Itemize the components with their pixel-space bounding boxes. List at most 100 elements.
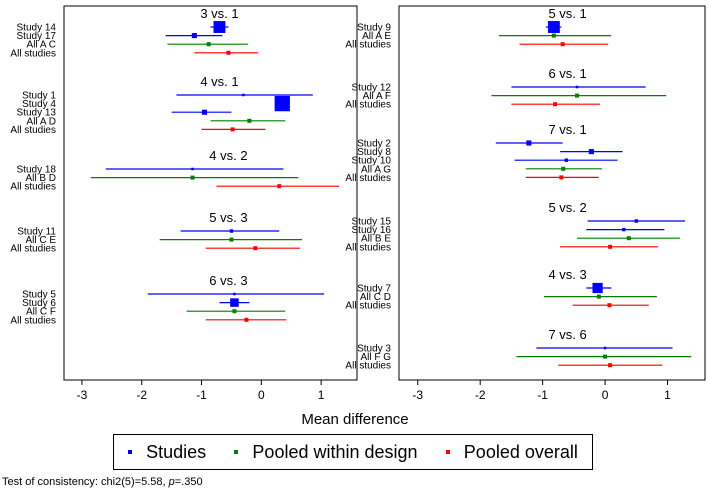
row-label: Study 10 (352, 156, 392, 167)
x-tick-label: -1 (537, 388, 548, 402)
consistency-footnote: Test of consistency: chi2(5)=5.58, p=.35… (2, 476, 203, 488)
overall-estimate-marker (253, 246, 258, 251)
design-estimate-marker (561, 166, 566, 171)
study-estimate-marker (274, 95, 290, 112)
legend-overall: Pooled overall (445, 441, 578, 463)
row-label: All studies (10, 182, 56, 193)
row-label: Study 8 (357, 147, 391, 158)
legend-overall-marker (445, 450, 450, 454)
x-tick-label: 1 (318, 388, 325, 402)
legend: Studies Pooled within design Pooled over… (113, 434, 593, 470)
group-title: 5 vs. 3 (209, 210, 247, 225)
footnote-suffix: =.350 (174, 476, 203, 488)
x-tick-label: 1 (664, 388, 671, 402)
study-estimate-marker (233, 292, 236, 296)
study-estimate-marker (592, 282, 603, 294)
design-estimate-marker (574, 93, 579, 98)
row-label: Study 7 (357, 284, 391, 295)
footnote-prefix: Test of consistency: chi2(5)=5.58, (2, 476, 169, 488)
row-label: Study 5 (22, 290, 56, 301)
row-label: All studies (10, 315, 56, 326)
x-tick-label: -2 (136, 388, 147, 402)
overall-estimate-marker (277, 184, 282, 189)
overall-estimate-marker (553, 102, 558, 107)
row-label: All A G (361, 164, 391, 175)
row-label: All studies (10, 244, 56, 255)
design-estimate-marker (596, 294, 601, 299)
row-label: All B D (25, 173, 56, 184)
row-label: All studies (10, 125, 56, 136)
study-estimate-marker (242, 93, 245, 97)
study-estimate-marker (547, 21, 560, 33)
study-estimate-marker (213, 21, 226, 33)
row-label: Study 1 (22, 91, 56, 102)
row-label: Study 2 (357, 139, 391, 150)
row-label: Study 4 (22, 99, 56, 110)
design-estimate-marker (551, 33, 556, 38)
group-title: 5 vs. 2 (548, 200, 586, 215)
overall-estimate-marker (608, 363, 613, 368)
row-label: All C F (26, 307, 56, 318)
x-tick-label: 0 (258, 388, 265, 402)
legend-studies-label: Studies (146, 441, 207, 462)
row-label: Study 14 (17, 23, 57, 34)
legend-design: Pooled within design (234, 442, 418, 463)
design-estimate-marker (626, 236, 631, 241)
footnote-p-symbol: p (168, 476, 175, 488)
legend-studies: Studies (128, 442, 206, 463)
group-title: 7 vs. 1 (548, 122, 586, 137)
study-estimate-marker (229, 229, 234, 233)
group-title: 4 vs. 2 (209, 148, 247, 163)
x-tick-label: -2 (475, 388, 486, 402)
row-label: Study 9 (357, 23, 391, 34)
overall-estimate-marker (230, 127, 235, 132)
legend-design-marker (234, 450, 239, 454)
study-estimate-marker (564, 158, 569, 162)
overall-estimate-marker (608, 244, 613, 249)
panel-frame (63, 5, 358, 381)
row-label: All C D (360, 292, 391, 303)
row-label: Study 11 (17, 227, 56, 238)
row-label: All C E (25, 235, 56, 246)
row-label: All studies (345, 242, 391, 253)
study-estimate-marker (191, 33, 197, 39)
study-estimate-marker (201, 109, 208, 115)
row-label: All studies (345, 100, 391, 111)
row-label: All studies (345, 173, 391, 184)
design-estimate-marker (247, 118, 252, 123)
legend-overall-label: Pooled overall (463, 441, 578, 462)
row-label: Study 12 (352, 83, 392, 94)
row-label: All A D (27, 116, 56, 127)
study-estimate-marker (191, 167, 194, 171)
row-label: All studies (345, 361, 391, 372)
group-title: 7 vs. 6 (548, 327, 586, 342)
row-label: Study 18 (17, 165, 57, 176)
design-estimate-marker (229, 237, 234, 242)
row-label: All studies (10, 48, 56, 59)
study-estimate-marker (575, 85, 579, 89)
overall-estimate-marker (560, 42, 565, 47)
study-estimate-marker (526, 140, 532, 146)
design-estimate-marker (232, 309, 237, 314)
design-estimate-marker (206, 42, 211, 47)
x-tick-label: -3 (77, 388, 88, 402)
study-estimate-marker (603, 346, 607, 350)
x-tick-label: 0 (602, 388, 609, 402)
group-title: 4 vs. 1 (200, 74, 238, 89)
study-estimate-marker (622, 227, 626, 232)
row-label: All B E (361, 234, 391, 245)
x-tick-label: -1 (196, 388, 207, 402)
row-label: All A F (363, 91, 391, 102)
x-tick-label: -3 (412, 388, 423, 402)
study-estimate-marker (634, 219, 639, 223)
row-label: Study 3 (357, 344, 391, 355)
row-label: Study 6 (22, 298, 56, 309)
study-estimate-marker (588, 149, 594, 155)
row-label: All studies (345, 301, 391, 312)
row-label: All studies (345, 40, 391, 51)
panel-frame (398, 5, 706, 381)
overall-estimate-marker (244, 317, 249, 322)
row-label: All A C (27, 40, 56, 51)
row-label: Study 16 (352, 225, 392, 236)
